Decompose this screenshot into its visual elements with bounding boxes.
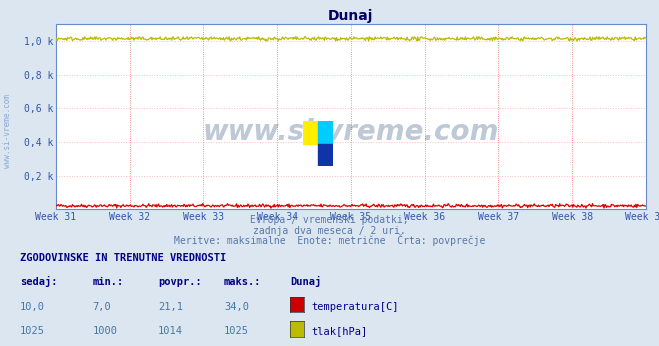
Text: temperatura[C]: temperatura[C] xyxy=(311,302,399,312)
Text: 7,0: 7,0 xyxy=(92,302,111,312)
Text: 1014: 1014 xyxy=(158,326,183,336)
Text: 10,0: 10,0 xyxy=(20,302,45,312)
Text: 1025: 1025 xyxy=(20,326,45,336)
Text: maks.:: maks.: xyxy=(224,277,262,288)
Text: min.:: min.: xyxy=(92,277,123,288)
Text: tlak[hPa]: tlak[hPa] xyxy=(311,326,367,336)
Text: Dunaj: Dunaj xyxy=(290,276,321,288)
Bar xyxy=(303,144,318,166)
Title: Dunaj: Dunaj xyxy=(328,9,374,23)
Bar xyxy=(318,121,333,144)
Text: www.si-vreme.com: www.si-vreme.com xyxy=(203,118,499,146)
Text: 1025: 1025 xyxy=(224,326,249,336)
Bar xyxy=(303,121,318,144)
Text: www.si-vreme.com: www.si-vreme.com xyxy=(3,94,13,169)
Text: 34,0: 34,0 xyxy=(224,302,249,312)
Text: povpr.:: povpr.: xyxy=(158,277,202,288)
Bar xyxy=(318,144,333,166)
Text: 1000: 1000 xyxy=(92,326,117,336)
Text: Meritve: maksimalne  Enote: metrične  Črta: povprečje: Meritve: maksimalne Enote: metrične Črta… xyxy=(174,234,485,246)
Text: ZGODOVINSKE IN TRENUTNE VREDNOSTI: ZGODOVINSKE IN TRENUTNE VREDNOSTI xyxy=(20,253,226,263)
Text: zadnja dva meseca / 2 uri.: zadnja dva meseca / 2 uri. xyxy=(253,226,406,236)
Text: 21,1: 21,1 xyxy=(158,302,183,312)
Text: sedaj:: sedaj: xyxy=(20,276,57,288)
Text: Evropa / vremenski podatki,: Evropa / vremenski podatki, xyxy=(250,215,409,225)
